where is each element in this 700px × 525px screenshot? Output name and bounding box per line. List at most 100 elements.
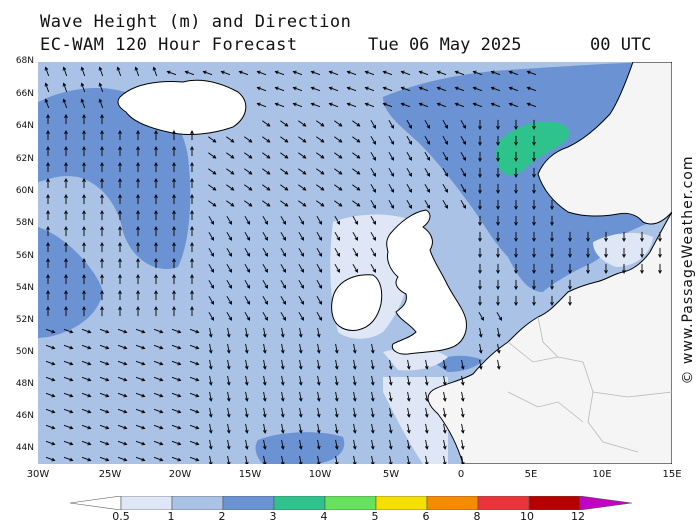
wave-direction-arrow [436, 86, 447, 92]
wave-direction-arrow [388, 375, 393, 386]
wave-direction-arrow [100, 290, 104, 301]
wave-direction-arrow [436, 70, 447, 76]
wave-direction-arrow [442, 391, 447, 402]
wave-direction-arrow [298, 231, 304, 241]
wave-direction-arrow [154, 226, 158, 237]
wave-direction-arrow [496, 279, 500, 290]
wave-direction-arrow [280, 136, 289, 143]
wave-direction-arrow [220, 70, 231, 76]
wave-direction-arrow [478, 119, 482, 130]
wave-direction-arrow [45, 360, 56, 366]
lat-label-64n: 64N [15, 121, 34, 131]
wave-direction-arrow [298, 391, 303, 402]
wave-direction-arrow [208, 231, 214, 241]
wave-direction-arrow [478, 151, 482, 162]
wave-direction-arrow [472, 70, 483, 76]
wave-direction-arrow [244, 215, 250, 225]
wave-direction-arrow [81, 360, 92, 366]
wave-direction-arrow [82, 162, 86, 173]
wave-direction-arrow [496, 167, 500, 178]
wave-direction-arrow [280, 423, 285, 434]
wave-direction-arrow [64, 146, 68, 157]
wave-direction-arrow [328, 70, 339, 76]
wave-direction-arrow [442, 167, 448, 177]
wave-direction-arrow [514, 135, 518, 146]
wave-direction-arrow [81, 456, 92, 462]
wave-direction-arrow [316, 311, 322, 321]
wave-direction-arrow [334, 215, 340, 225]
wave-direction-arrow [136, 178, 140, 189]
wave-direction-arrow [496, 151, 500, 162]
wave-direction-arrow [490, 70, 501, 76]
wave-direction-arrow [244, 439, 249, 450]
wave-direction-arrow [190, 226, 194, 237]
wave-direction-arrow [171, 456, 182, 462]
wave-direction-arrow [63, 344, 74, 350]
wave-direction-arrow [226, 343, 231, 354]
wave-direction-arrow [226, 295, 232, 305]
wave-direction-arrow [190, 146, 194, 157]
lat-label-46n: 46N [15, 411, 34, 421]
wave-direction-arrow [316, 375, 321, 386]
wave-direction-arrow [442, 359, 447, 370]
wave-direction-arrow [514, 295, 518, 306]
wave-direction-arrow [406, 167, 412, 177]
wave-direction-arrow [208, 279, 214, 289]
wave-direction-arrow [154, 274, 158, 285]
wave-direction-arrow [208, 247, 214, 257]
wave-direction-arrow [478, 295, 482, 306]
wave-direction-arrow [352, 455, 357, 464]
wave-direction-arrow [100, 274, 104, 285]
wave-direction-arrow [64, 114, 68, 125]
wave-direction-arrow [328, 86, 339, 92]
wave-direction-arrow [100, 130, 104, 141]
wave-direction-arrow [298, 407, 303, 418]
wave-direction-arrow [586, 263, 590, 274]
wave-direction-arrow [153, 456, 164, 462]
wave-direction-arrow [508, 86, 519, 92]
lon-label-15w: 15W [238, 469, 262, 480]
wave-direction-arrow [460, 167, 466, 177]
lat-label-44n: 44N [15, 443, 34, 453]
wave-direction-arrow [153, 408, 164, 414]
wave-direction-arrow [46, 194, 50, 205]
wave-direction-arrow [99, 360, 110, 366]
wave-direction-arrow [64, 130, 68, 141]
wave-direction-arrow [442, 151, 448, 161]
wave-direction-arrow [280, 439, 285, 450]
lat-label-48n: 48N [15, 379, 34, 389]
wave-direction-arrow [622, 231, 626, 242]
wave-direction-arrow [280, 215, 286, 225]
wave-direction-arrow [171, 376, 182, 382]
wave-direction-arrow [514, 263, 518, 274]
wave-direction-arrow [478, 279, 482, 290]
wave-direction-arrow [80, 98, 86, 109]
wave-direction-arrow [244, 247, 250, 257]
wave-direction-arrow [100, 194, 104, 205]
wave-direction-arrow [622, 263, 626, 274]
wave-direction-arrow [460, 423, 465, 434]
lon-label-10w: 10W [308, 469, 332, 480]
wave-direction-arrow [442, 199, 448, 209]
wave-direction-arrow [490, 102, 501, 108]
wave-direction-arrow [244, 168, 253, 175]
wave-direction-arrow [154, 210, 158, 221]
wave-direction-arrow [172, 130, 176, 141]
wave-direction-arrow [526, 70, 537, 76]
wave-direction-arrow [532, 167, 536, 178]
wave-direction-arrow [334, 343, 339, 354]
wave-direction-arrow [316, 152, 325, 159]
wave-direction-arrow [400, 102, 411, 108]
wave-direction-arrow [208, 327, 213, 338]
wave-direction-arrow [226, 168, 235, 175]
wave-direction-arrow [316, 391, 321, 402]
wave-direction-arrow [406, 183, 412, 193]
wave-direction-arrow [298, 439, 303, 450]
wave-direction-arrow [280, 279, 286, 289]
wave-direction-arrow [316, 200, 325, 207]
wave-direction-arrow [226, 391, 231, 402]
wave-direction-arrow [496, 343, 501, 354]
colorbar-cell [426, 496, 479, 510]
wave-direction-arrow [189, 328, 200, 334]
wave-direction-arrow [172, 226, 176, 237]
